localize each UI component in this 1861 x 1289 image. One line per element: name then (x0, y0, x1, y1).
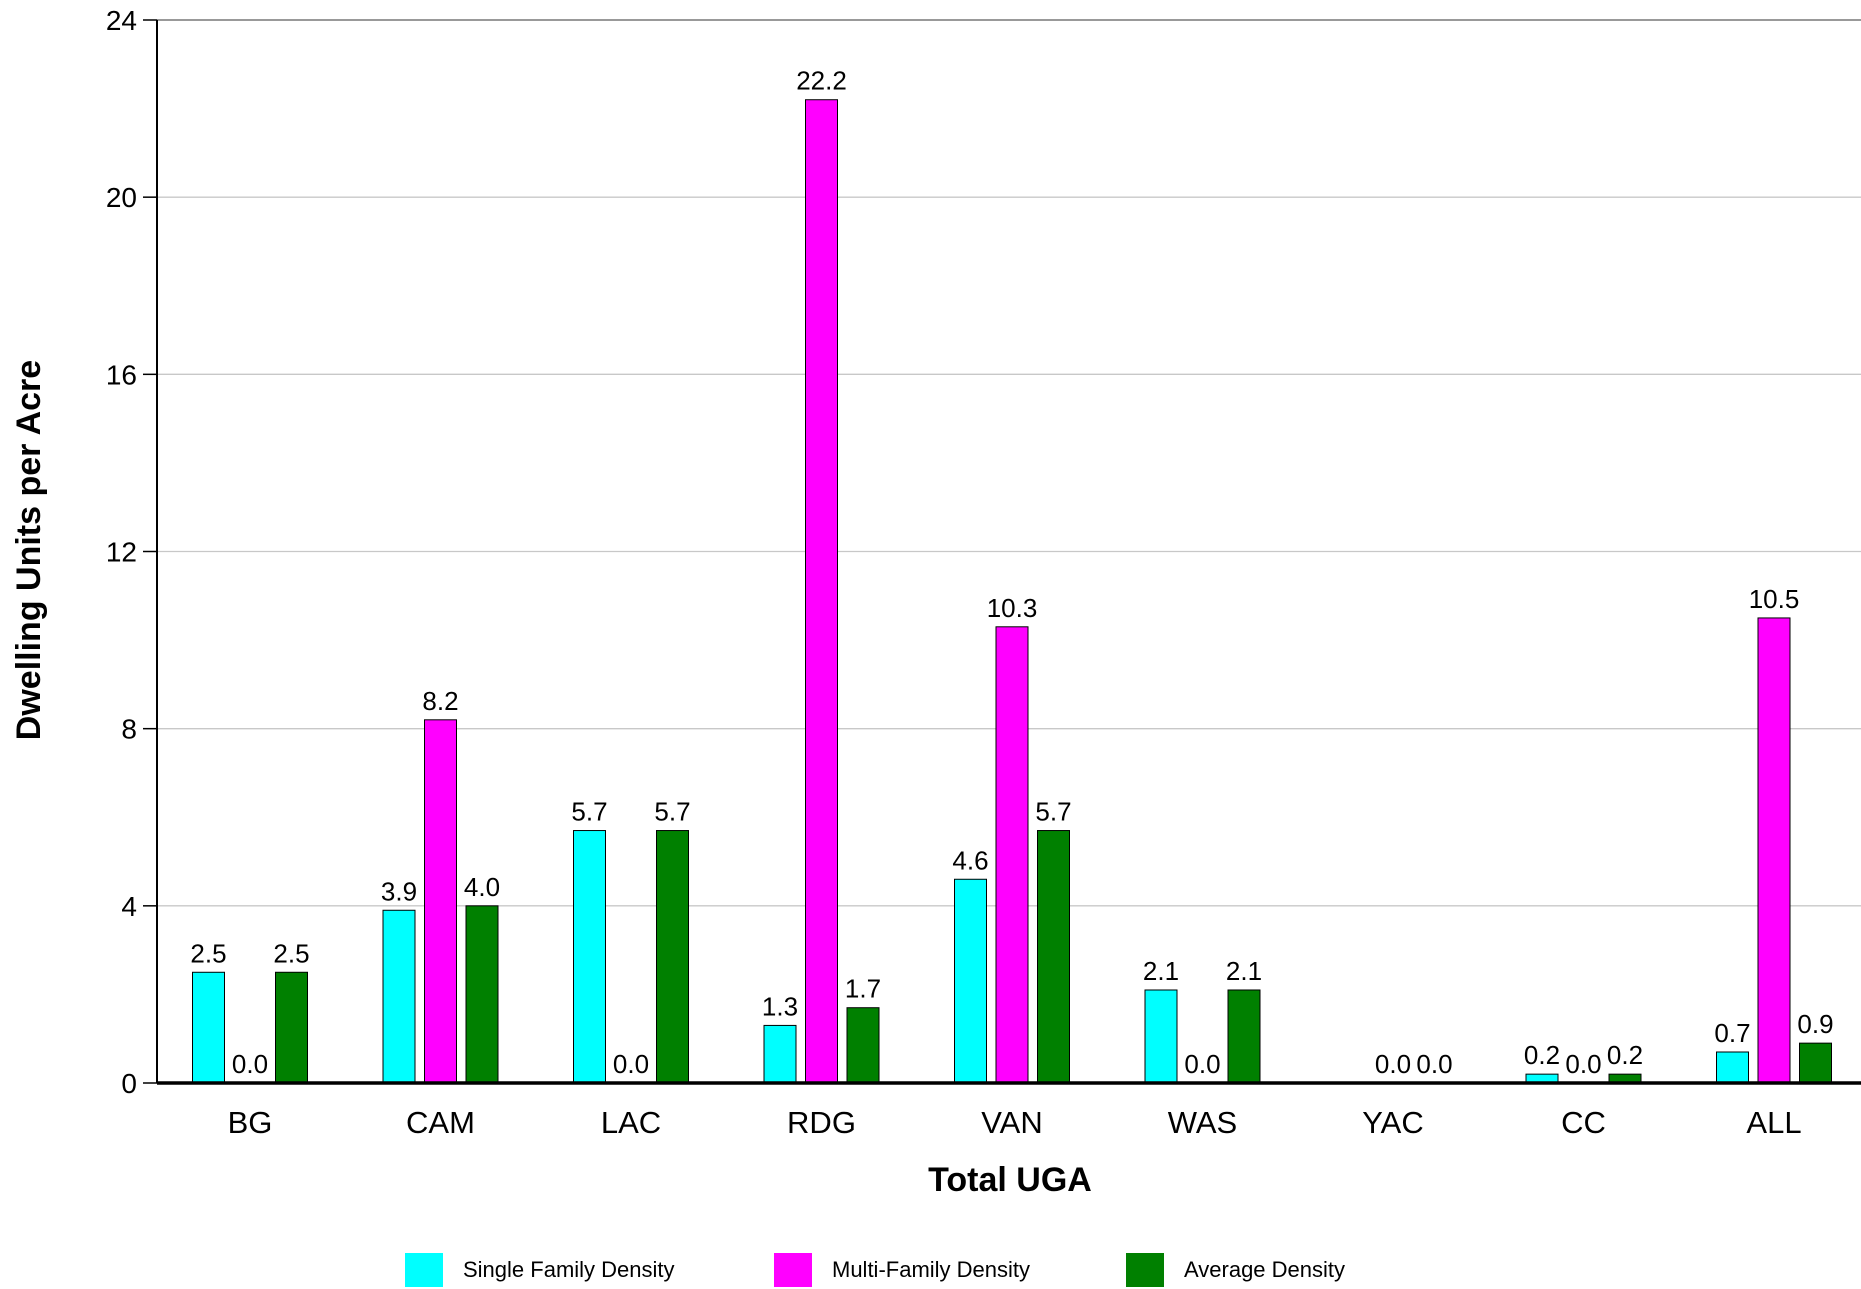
data-label: 5.7 (571, 797, 607, 827)
bar-single-family-density (1144, 989, 1178, 1084)
bar-average-density (275, 971, 308, 1084)
data-label: 3.9 (381, 876, 417, 906)
data-label: 0.0 (613, 1049, 649, 1079)
x-tick-label: CAM (406, 1105, 475, 1140)
y-axis-ticks: 0 4 8 12 16 20 24 (106, 5, 157, 1099)
x-tick-label: WAS (1168, 1105, 1237, 1140)
bars (192, 99, 1832, 1084)
bar-single-family-density (192, 971, 225, 1084)
legend-label-average: Average Density (1184, 1257, 1346, 1282)
data-label: 0.2 (1607, 1040, 1643, 1070)
data-label: 5.7 (1035, 797, 1071, 827)
bar-single-family-density (763, 1024, 797, 1084)
data-label: 22.2 (796, 66, 847, 96)
y-axis-title: Dwelling Units per Acre (10, 360, 48, 740)
bar-average-density (656, 830, 689, 1084)
x-tick-label: ALL (1746, 1105, 1801, 1140)
legend-label-single-family: Single Family Density (463, 1257, 675, 1282)
data-labels: 2.5 0.0 2.5 3.9 8.2 4.0 5.7 0.0 5.7 1.3 22.2 1.7 4.6… (190, 66, 1833, 1079)
bar-multi-family-density (995, 626, 1029, 1084)
data-label: 0.0 (1375, 1049, 1411, 1079)
bar-average-density (846, 1007, 880, 1084)
x-axis-categories: BG CAM LAC RDG VAN WAS YAC CC ALL (228, 1105, 1802, 1140)
data-label: 2.5 (273, 938, 309, 968)
bar-average-density (1037, 830, 1070, 1084)
data-label: 0.9 (1797, 1009, 1833, 1039)
data-label: 10.5 (1749, 584, 1800, 614)
data-label: 5.7 (654, 797, 690, 827)
x-tick-label: VAN (981, 1105, 1042, 1140)
y-tick-label: 0 (121, 1068, 137, 1099)
bar-single-family-density (382, 909, 416, 1084)
bar-single-family-density (573, 830, 606, 1084)
bar-average-density (465, 905, 499, 1084)
legend-swatch-multi-family (774, 1253, 812, 1287)
x-tick-label: RDG (787, 1105, 856, 1140)
data-label: 0.0 (1565, 1049, 1601, 1079)
data-label: 0.0 (232, 1049, 268, 1079)
bar-single-family-density (954, 878, 987, 1084)
x-tick-label: LAC (601, 1105, 661, 1140)
bar-multi-family-density (1757, 617, 1791, 1084)
data-label: 2.1 (1226, 956, 1262, 986)
y-tick-label: 12 (106, 537, 137, 568)
data-label: 10.3 (987, 593, 1038, 623)
data-label: 0.0 (1416, 1049, 1452, 1079)
legend-item-average: Average Density (1126, 1253, 1345, 1287)
data-label: 8.2 (422, 686, 458, 716)
data-label: 2.1 (1143, 956, 1179, 986)
data-label: 2.5 (190, 938, 226, 968)
y-tick-label: 4 (121, 891, 137, 922)
x-axis-title: Total UGA (928, 1161, 1092, 1199)
y-tick-label: 24 (106, 5, 137, 36)
data-label: 0.7 (1714, 1018, 1750, 1048)
y-tick-label: 20 (106, 182, 137, 213)
legend-swatch-single-family (405, 1253, 443, 1287)
y-tick-label: 16 (106, 359, 137, 390)
x-tick-label: BG (228, 1105, 273, 1140)
y-tick-label: 8 (121, 714, 137, 745)
data-label: 1.3 (762, 991, 798, 1021)
bar-multi-family-density (424, 719, 457, 1084)
data-label: 0.0 (1184, 1049, 1220, 1079)
bar-average-density (1799, 1042, 1832, 1084)
legend-swatch-average (1126, 1253, 1164, 1287)
bar-single-family-density (1716, 1051, 1749, 1084)
data-label: 1.7 (845, 974, 881, 1004)
legend-label-multi-family: Multi-Family Density (832, 1257, 1031, 1282)
bar-average-density (1227, 989, 1261, 1084)
x-tick-label: CC (1561, 1105, 1606, 1140)
data-label: 4.0 (464, 872, 500, 902)
x-tick-label: YAC (1362, 1105, 1423, 1140)
bar-multi-family-density (805, 99, 838, 1084)
legend-item-single-family: Single Family Density (405, 1253, 675, 1287)
legend-item-multi-family: Multi-Family Density (774, 1253, 1030, 1287)
data-label: 4.6 (952, 845, 988, 875)
data-label: 0.2 (1524, 1040, 1560, 1070)
